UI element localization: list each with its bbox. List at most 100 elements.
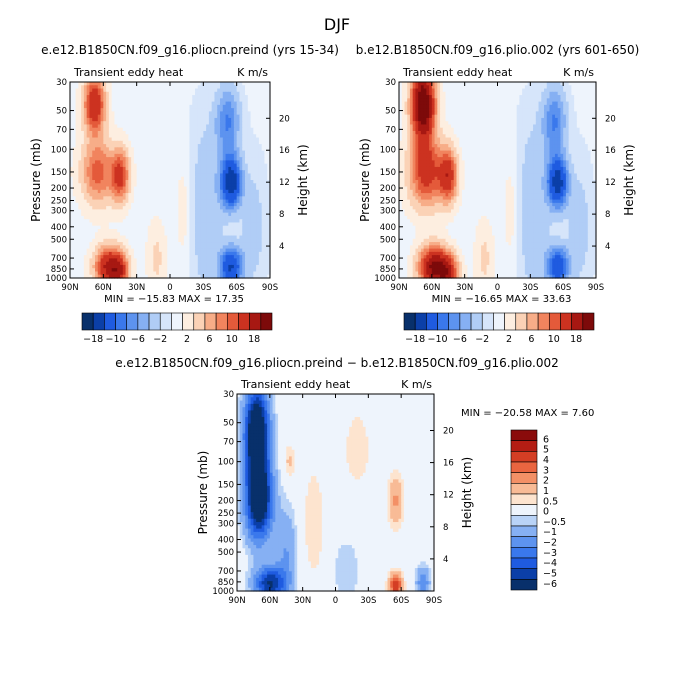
heatmap-cell bbox=[83, 114, 88, 119]
heatmap-cell bbox=[106, 189, 110, 194]
heatmap-cell bbox=[253, 248, 257, 253]
heatmap-cell bbox=[242, 232, 246, 237]
heatmap-cell bbox=[75, 180, 79, 184]
heatmap-cell bbox=[150, 180, 154, 184]
heatmap-cell bbox=[100, 124, 104, 129]
heatmap-cell bbox=[89, 170, 93, 175]
heatmap-cell bbox=[568, 101, 572, 106]
heatmap-cell bbox=[236, 189, 241, 194]
heatmap-cell bbox=[239, 183, 243, 188]
heatmap-cell bbox=[220, 199, 224, 204]
heatmap-cell bbox=[258, 212, 263, 217]
heatmap-cell bbox=[256, 160, 260, 165]
heatmap-cell bbox=[136, 196, 141, 201]
heatmap-cell bbox=[111, 144, 116, 148]
heatmap-cell bbox=[172, 114, 177, 119]
heatmap-cell bbox=[125, 176, 129, 181]
heatmap-cell bbox=[150, 245, 154, 250]
heatmap-cell bbox=[161, 225, 166, 230]
heatmap-cell bbox=[175, 153, 179, 158]
heatmap-cell bbox=[150, 268, 154, 273]
heatmap-cell bbox=[136, 108, 141, 112]
heatmap-cell bbox=[86, 245, 91, 250]
heatmap-cell bbox=[103, 242, 107, 246]
heatmap-cell bbox=[153, 137, 157, 142]
heatmap-cell bbox=[145, 111, 149, 116]
heatmap-cell bbox=[95, 98, 99, 103]
heatmap-cell bbox=[247, 124, 252, 129]
heatmap-cell bbox=[220, 186, 224, 191]
heatmap-cell bbox=[183, 222, 188, 227]
heatmap-cell bbox=[81, 193, 85, 197]
heatmap-cell bbox=[114, 131, 118, 135]
heatmap-cell bbox=[156, 202, 160, 207]
heatmap-cell bbox=[78, 238, 82, 243]
heatmap-cell bbox=[164, 225, 168, 230]
heatmap-cell bbox=[145, 95, 149, 99]
heatmap-cell bbox=[186, 104, 191, 109]
heatmap-cell bbox=[125, 170, 129, 175]
heatmap-cell bbox=[497, 98, 501, 103]
heatmap-cell bbox=[106, 101, 110, 106]
heatmap-cell bbox=[261, 144, 266, 148]
heatmap-cell bbox=[211, 219, 216, 224]
heatmap-cell bbox=[117, 212, 121, 217]
heatmap-cell bbox=[214, 222, 218, 227]
heatmap-cell bbox=[478, 98, 482, 103]
heatmap-cell bbox=[203, 186, 207, 191]
heatmap-cell bbox=[164, 264, 168, 269]
heatmap-cell bbox=[103, 212, 107, 217]
heatmap-cell bbox=[200, 121, 204, 126]
heatmap-cell bbox=[200, 108, 204, 112]
heatmap-cell bbox=[200, 238, 204, 243]
heatmap-cell bbox=[267, 209, 271, 214]
heatmap-cell bbox=[189, 147, 193, 152]
heatmap-cell bbox=[139, 173, 143, 178]
heatmap-cell bbox=[75, 222, 79, 227]
heatmap-cell bbox=[103, 134, 107, 139]
heatmap-cell bbox=[256, 95, 260, 99]
heatmap-cell bbox=[158, 251, 163, 256]
heatmap-cell bbox=[267, 193, 271, 197]
heatmap-cell bbox=[217, 180, 221, 184]
heatmap-cell bbox=[142, 225, 146, 230]
heatmap-cell bbox=[217, 153, 221, 158]
heatmap-cell bbox=[200, 212, 204, 217]
heatmap-cell bbox=[172, 108, 177, 112]
heatmap-cell bbox=[145, 117, 149, 122]
heatmap-cell bbox=[72, 229, 77, 233]
heatmap-cell bbox=[142, 219, 146, 224]
heatmap-cell bbox=[136, 176, 141, 181]
heatmap-cell bbox=[153, 222, 157, 227]
heatmap-cell bbox=[103, 163, 107, 168]
heatmap-cell bbox=[197, 180, 202, 184]
heatmap-cell bbox=[222, 186, 227, 191]
heatmap-cell bbox=[587, 101, 592, 106]
heatmap-cell bbox=[431, 98, 436, 103]
heatmap-cell bbox=[228, 264, 232, 269]
heatmap-cell bbox=[164, 189, 168, 194]
heatmap-cell bbox=[214, 111, 218, 116]
heatmap-cell bbox=[170, 183, 174, 188]
heatmap-cell bbox=[192, 245, 196, 250]
heatmap-cell bbox=[125, 183, 129, 188]
heatmap-cell bbox=[267, 215, 271, 220]
heatmap-cell bbox=[442, 101, 447, 106]
heatmap-cell bbox=[131, 215, 135, 220]
heatmap-cell bbox=[175, 225, 179, 230]
heatmap-cell bbox=[203, 238, 207, 243]
heatmap-cell bbox=[161, 117, 166, 122]
heatmap-cell bbox=[192, 163, 196, 168]
heatmap-cell bbox=[70, 264, 74, 269]
heatmap-cell bbox=[250, 121, 254, 126]
heatmap-cell bbox=[72, 147, 77, 152]
heatmap-cell bbox=[186, 127, 191, 132]
heatmap-cell bbox=[481, 85, 485, 90]
heatmap-cell bbox=[211, 153, 216, 158]
heatmap-cell bbox=[142, 202, 146, 207]
heatmap-cell bbox=[136, 242, 141, 246]
heatmap-cell bbox=[120, 147, 124, 152]
heatmap-cell bbox=[122, 166, 127, 171]
heatmap-cell bbox=[261, 124, 266, 129]
heatmap-cell bbox=[560, 95, 564, 99]
